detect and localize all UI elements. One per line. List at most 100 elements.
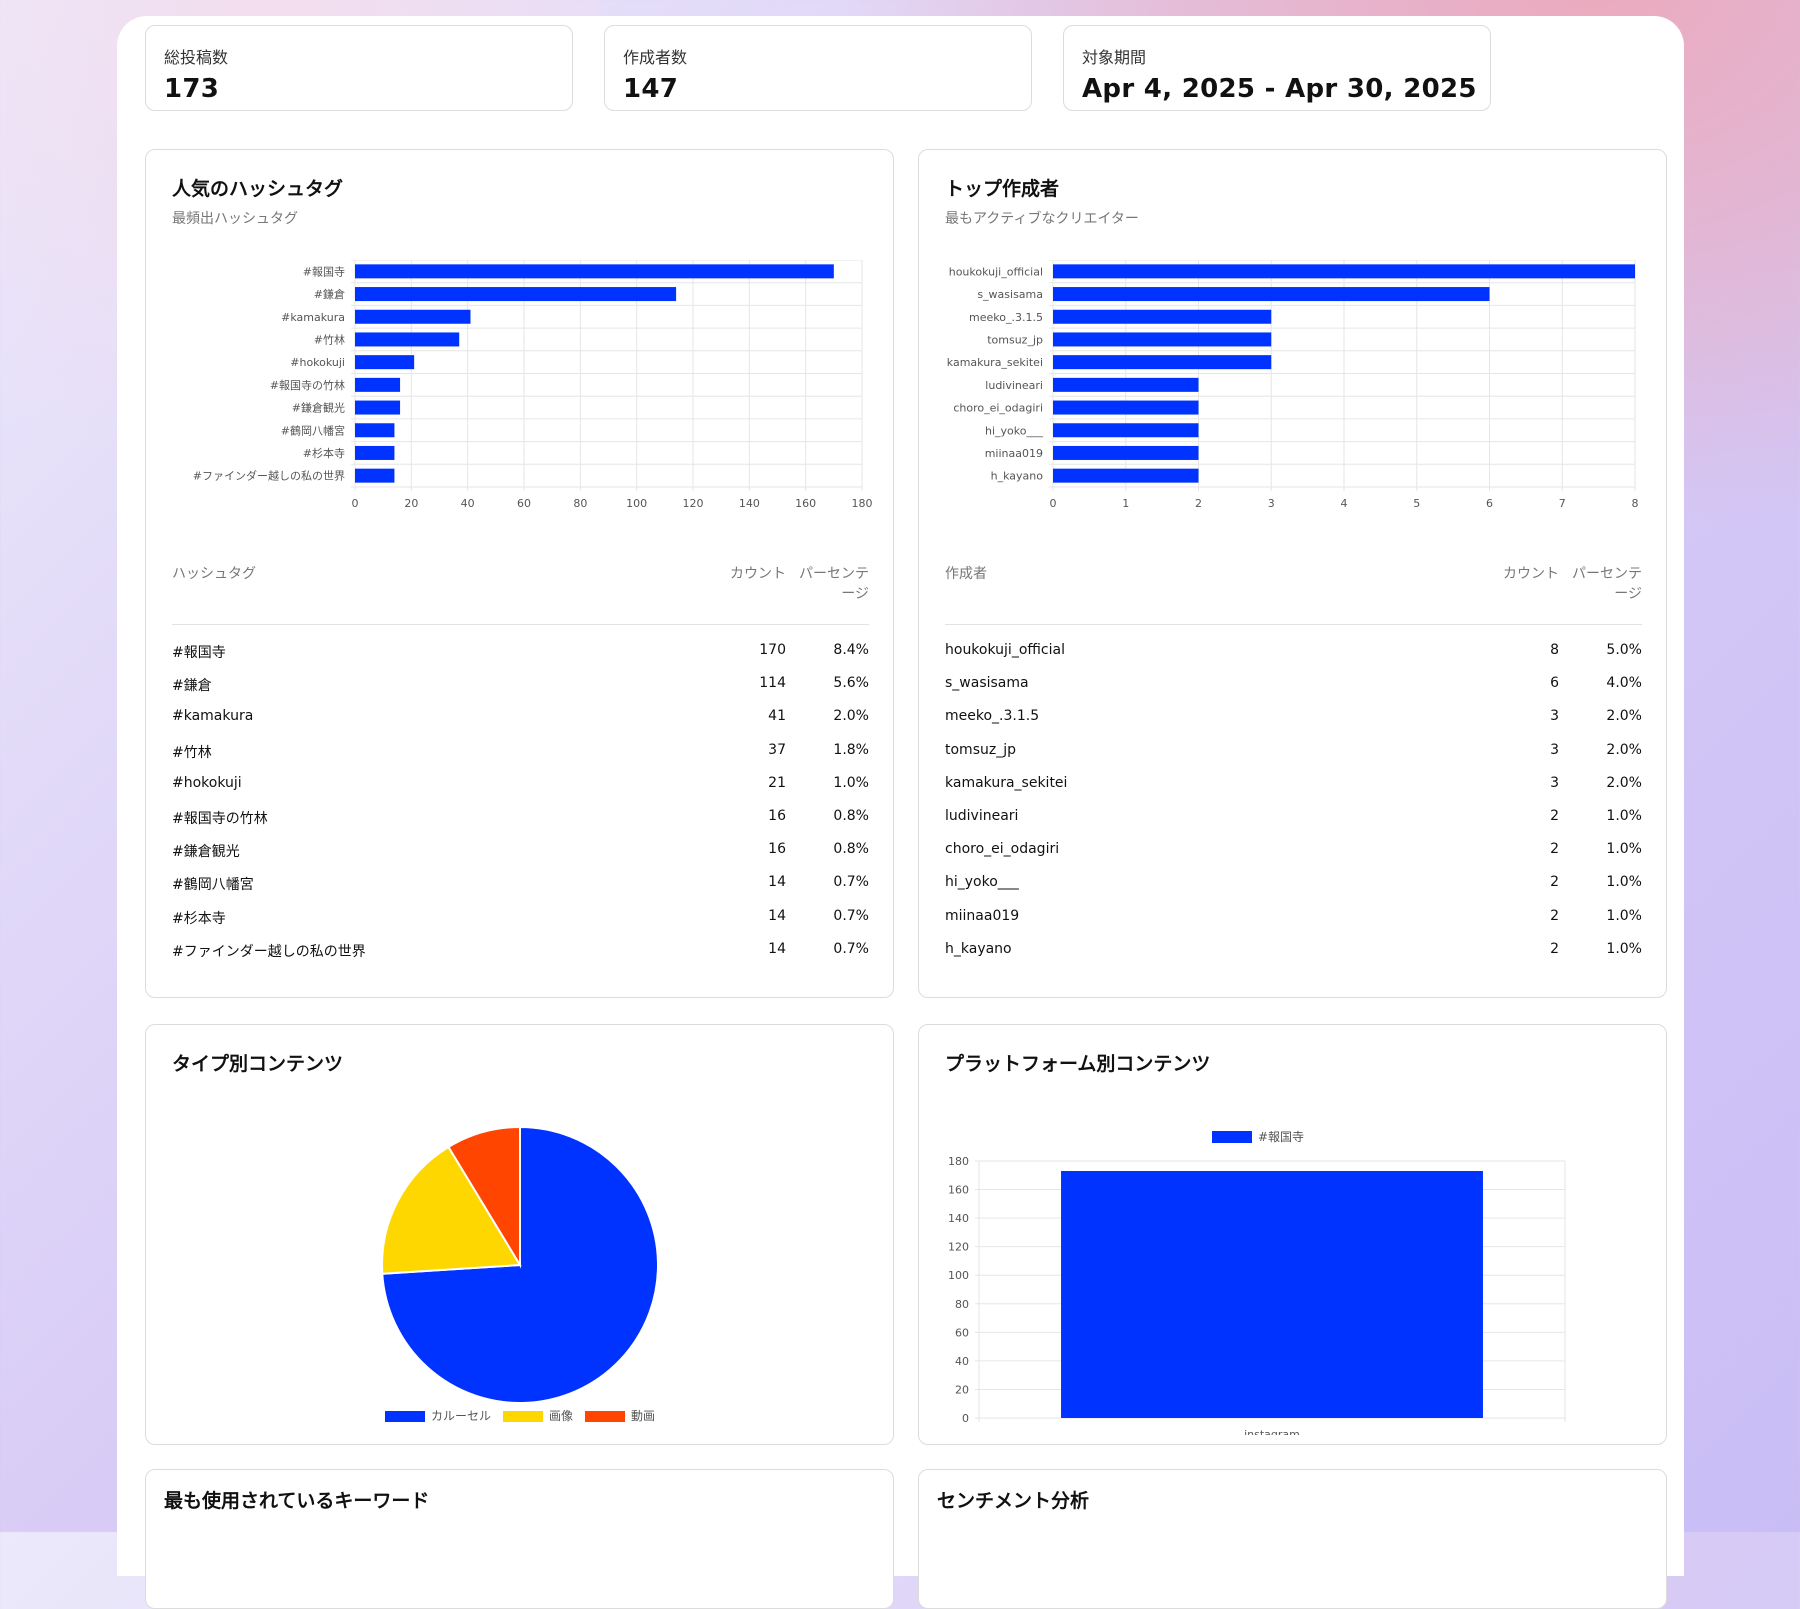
legend-swatch: [503, 1411, 543, 1422]
bar: [1053, 332, 1272, 347]
tick-label: 60: [517, 497, 531, 510]
card-title: トップ作成者: [945, 178, 1060, 200]
bar: [355, 264, 834, 279]
cell-percent: 0.7%: [833, 940, 869, 957]
cell-name: #鎌倉: [172, 678, 212, 695]
cell-count: 8: [1550, 642, 1559, 658]
cell-count: 41: [768, 708, 786, 725]
tick-label: 2: [1195, 497, 1202, 510]
cell-name: #hokokuji: [172, 774, 242, 791]
cell-name: s_wasisama: [945, 675, 1029, 692]
cell-percent: 0.8%: [833, 841, 869, 858]
table-row: #杉本寺 14 0.7%: [172, 908, 869, 941]
category-label: #報国寺の竹林: [270, 378, 345, 392]
bar: [1053, 287, 1490, 302]
table-row: h_kayano 2 1.0%: [945, 941, 1642, 974]
cell-percent: 1.8%: [833, 741, 869, 758]
cell-name: choro_ei_odagiri: [945, 841, 1060, 858]
tick-label: 5: [1413, 497, 1420, 510]
legend-swatch: [585, 1411, 625, 1422]
cell-count: 3: [1550, 741, 1559, 758]
cell-percent: 0.7%: [833, 874, 869, 891]
bar: [1053, 400, 1199, 415]
bar: [355, 468, 395, 483]
tick-label: 1: [1122, 497, 1129, 510]
cell-name: kamakura_sekitei: [945, 774, 1068, 791]
cell-name: miinaa019: [945, 907, 1020, 924]
table-row: #kamakura 41 2.0%: [172, 708, 869, 741]
tick-label: 180: [948, 1155, 969, 1168]
stat-value: 147: [623, 74, 679, 104]
table-divider: [945, 624, 1642, 625]
card-subtitle: 最頻出ハッシュタグ: [172, 211, 298, 227]
category-label: hi_yoko___: [985, 424, 1043, 437]
category-label: tomsuz_jp: [987, 333, 1043, 346]
cell-name: #鎌倉観光: [172, 844, 240, 861]
card-title: プラットフォーム別コンテンツ: [945, 1053, 1211, 1075]
category-label: #竹林: [314, 332, 345, 346]
cell-count: 16: [768, 808, 786, 824]
legend-label: 動画: [631, 1409, 655, 1423]
col-header-creator: 作成者: [945, 566, 987, 582]
table-row: #報国寺 170 8.4%: [172, 642, 869, 675]
stat-label: 作成者数: [623, 48, 688, 67]
tick-label: 20: [404, 497, 418, 510]
category-label: #鶴岡八幡宮: [281, 423, 345, 437]
category-label: #鎌倉観光: [292, 401, 345, 415]
dashboard-main: 総投稿数 173 作成者数 147 対象期間 Apr 4, 2025 - Apr…: [117, 16, 1684, 1609]
cell-name: tomsuz_jp: [945, 741, 1016, 758]
cell-percent: 5.6%: [833, 675, 869, 692]
cell-count: 2: [1550, 808, 1559, 824]
cell-name: #鶴岡八幡宮: [172, 877, 254, 894]
table-divider: [172, 624, 869, 625]
cell-name: houkokuji_official: [945, 642, 1065, 658]
col-header-percent: パーセンテ ージ: [1572, 564, 1642, 604]
cell-percent: 8.4%: [833, 642, 869, 658]
category-label: h_kayano: [991, 470, 1044, 483]
stat-card-creators: 作成者数 147: [604, 25, 1032, 111]
cell-name: #kamakura: [172, 708, 254, 725]
stat-label: 対象期間: [1082, 48, 1147, 67]
tick-label: 60: [955, 1326, 969, 1339]
category-label: #鎌倉: [314, 287, 345, 301]
tick-label: 6: [1486, 497, 1493, 510]
category-label: houkokuji_official: [949, 265, 1043, 278]
cell-percent: 4.0%: [1606, 675, 1642, 692]
category-label: s_wasisama: [977, 288, 1043, 301]
cell-count: 2: [1550, 874, 1559, 891]
stat-label: 総投稿数: [164, 48, 229, 67]
tick-label: 40: [461, 497, 475, 510]
table-row: miinaa019 2 1.0%: [945, 908, 1642, 941]
card-title: 最も使用されているキーワード: [164, 1490, 430, 1512]
bar: [1053, 377, 1199, 392]
bar: [355, 400, 401, 415]
type-content-card: タイプ別コンテンツ カルーセル 画像 動画: [145, 1024, 894, 1445]
hashtags-card: 人気のハッシュタグ 最頻出ハッシュタグ #報国寺 #鎌倉 #kamakura #竹林 #…: [145, 149, 894, 998]
category-label: #kamakura: [281, 311, 345, 324]
cell-percent: 1.0%: [1606, 940, 1642, 957]
tick-label: 80: [573, 497, 587, 510]
bar: [1053, 445, 1199, 460]
tick-label: 80: [955, 1298, 969, 1311]
category-label: ludivineari: [985, 379, 1043, 392]
cell-count: 2: [1550, 841, 1559, 858]
creators-bar-chart: houkokuji_official s_wasisama meeko_.3.1.5…: [947, 260, 1639, 510]
tick-label: 0: [352, 497, 359, 510]
col-header-count: カウント: [730, 566, 786, 582]
tick-label: 0: [962, 1412, 969, 1425]
hashtags-bar-chart: #報国寺 #鎌倉 #kamakura #竹林 #hokokuji #報国寺の竹林 #鎌倉観光…: [193, 260, 873, 510]
bar: [355, 355, 415, 370]
category-label: meeko_.3.1.5: [969, 311, 1043, 324]
cell-count: 16: [768, 841, 786, 858]
cell-percent: 2.0%: [833, 708, 869, 725]
tick-label: 20: [955, 1383, 969, 1396]
cell-count: 170: [759, 642, 786, 658]
cell-percent: 1.0%: [1606, 841, 1642, 858]
bar: [355, 332, 460, 347]
table-row: kamakura_sekitei 3 2.0%: [945, 775, 1642, 808]
card-title: タイプ別コンテンツ: [172, 1053, 344, 1075]
col-header-count: カウント: [1503, 566, 1559, 582]
col-header-percent-line1: パーセンテ: [1572, 566, 1642, 582]
category-label: instagram: [1244, 1428, 1300, 1435]
cell-percent: 1.0%: [1606, 808, 1642, 824]
